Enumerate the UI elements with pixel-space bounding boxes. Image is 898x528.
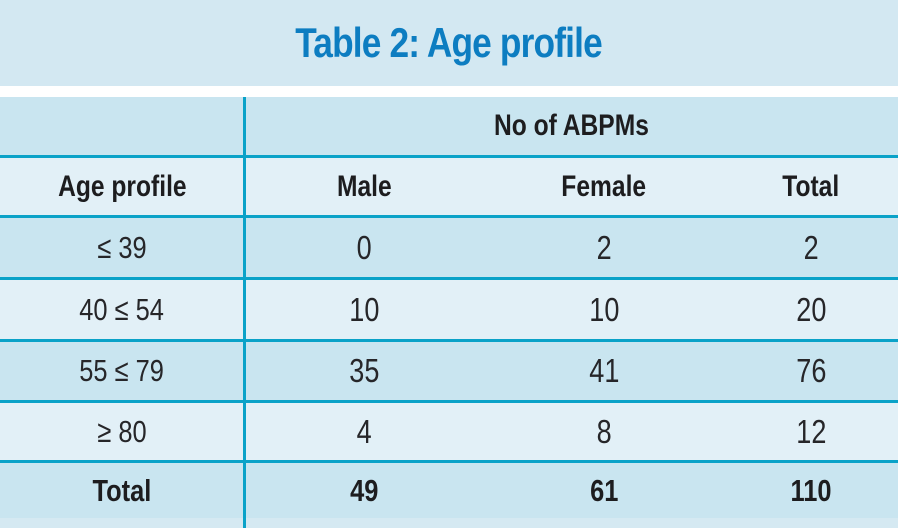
female-value: 10 [588,290,620,328]
column-header-total: Total [724,158,898,215]
column-header-label: Female [561,169,647,203]
male-cell: 10 [244,280,484,339]
column-header-label: Male [336,169,392,203]
total-cell: 76 [724,342,898,400]
title-divider-gap [0,86,898,97]
group-header-row: No of ABPMs [0,97,898,158]
group-header-cell: No of ABPMs [244,97,898,155]
female-value: 8 [596,412,612,450]
totals-male-cell: 49 [244,463,484,518]
totals-total-value: 110 [790,472,832,508]
row-label-cell: ≤ 39 [0,218,244,277]
male-value: 4 [356,412,372,450]
total-cell: 12 [724,403,898,460]
female-cell: 41 [484,342,724,400]
column-header-label: Age profile [57,169,187,203]
male-value: 10 [348,290,380,328]
female-cell: 10 [484,280,724,339]
totals-label: Total [92,472,152,508]
female-cell: 2 [484,218,724,277]
row-label: 55 ≤ 79 [79,353,165,388]
column-header-female: Female [484,158,724,215]
bottom-strip [0,518,898,528]
table-title: Table 2: Age profile [295,19,603,66]
totals-total-cell: 110 [724,463,898,518]
row-label-cell: 55 ≤ 79 [0,342,244,400]
total-value: 76 [795,352,827,389]
totals-male-value: 49 [349,472,379,508]
column-header-male: Male [244,158,484,215]
column-header-label: Total [782,169,840,203]
row-label: 40 ≤ 54 [79,291,165,327]
totals-female-cell: 61 [484,463,724,518]
male-value: 35 [348,352,380,389]
total-cell: 2 [724,218,898,277]
column-divider-line [243,97,246,528]
row-label-cell: 40 ≤ 54 [0,280,244,339]
female-cell: 8 [484,403,724,460]
male-cell: 4 [244,403,484,460]
total-value: 12 [795,412,827,450]
row-label-cell: ≥ 80 [0,403,244,460]
totals-female-value: 61 [589,472,619,508]
table-row: ≤ 39 0 2 2 [0,218,898,280]
age-profile-table: No of ABPMs Age profile Male Female Tota… [0,97,898,528]
column-header-age-profile: Age profile [0,158,244,215]
total-value: 20 [795,290,827,328]
male-cell: 35 [244,342,484,400]
male-cell: 0 [244,218,484,277]
female-value: 2 [596,228,612,266]
group-header-label: No of ABPMs [493,109,649,142]
column-header-row: Age profile Male Female Total [0,158,898,218]
title-band: Table 2: Age profile [0,0,898,86]
totals-label-cell: Total [0,463,244,518]
row-label: ≥ 80 [97,413,147,449]
table-row: ≥ 80 4 8 12 [0,403,898,463]
total-cell: 20 [724,280,898,339]
totals-row: Total 49 61 110 [0,463,898,518]
female-value: 41 [588,352,620,389]
group-header-empty-cell [0,97,244,155]
table-row: 40 ≤ 54 10 10 20 [0,280,898,342]
total-value: 2 [803,228,819,266]
row-label: ≤ 39 [97,229,147,265]
male-value: 0 [356,228,372,266]
table-row: 55 ≤ 79 35 41 76 [0,342,898,403]
